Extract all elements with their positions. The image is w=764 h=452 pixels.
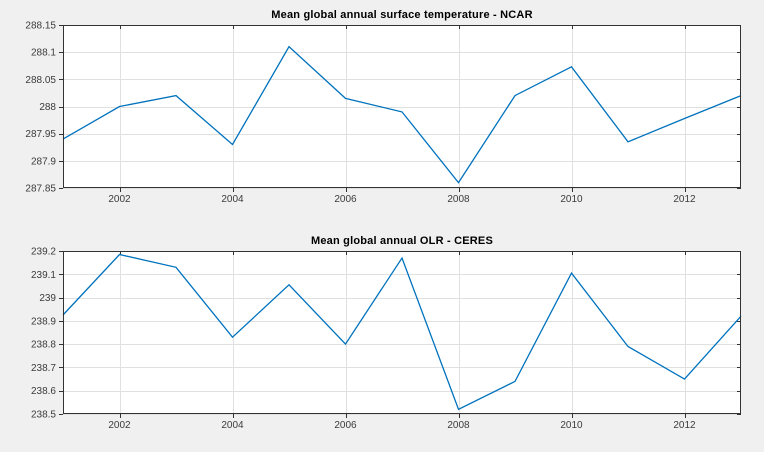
y-tick-label: 288.15 bbox=[25, 21, 56, 32]
x-tick-label: 2004 bbox=[221, 194, 244, 205]
x-tick-label: 2012 bbox=[673, 194, 696, 205]
data-line bbox=[62, 45, 742, 184]
plot-box bbox=[63, 251, 741, 414]
y-tick-label: 287.85 bbox=[25, 184, 56, 195]
x-tick-label: 2002 bbox=[108, 420, 131, 431]
y-tick-label: 238.7 bbox=[31, 363, 56, 374]
plot-area bbox=[63, 25, 741, 188]
x-tick-label: 2008 bbox=[447, 194, 470, 205]
plot-area bbox=[63, 251, 741, 414]
x-tick-label: 2010 bbox=[560, 420, 583, 431]
y-tick-label: 239.2 bbox=[31, 247, 56, 258]
y-tick-label: 287.9 bbox=[31, 156, 56, 167]
y-tick-label: 288 bbox=[39, 102, 56, 113]
y-tick-label: 238.9 bbox=[31, 316, 56, 327]
x-tick-label: 2004 bbox=[221, 420, 244, 431]
x-tick-label: 2008 bbox=[447, 420, 470, 431]
y-tick-label: 238.6 bbox=[31, 386, 56, 397]
plot-box bbox=[63, 25, 741, 188]
data-line bbox=[62, 253, 742, 411]
y-tick-label: 238.5 bbox=[31, 410, 56, 421]
subplot-temperature-ncar: 287.85 287.9 287.95 288 288.05 288.1 288.15 200… bbox=[25, 9, 742, 205]
x-tick-label: 2012 bbox=[673, 420, 696, 431]
y-tick-label: 287.95 bbox=[25, 129, 56, 140]
y-tick-label: 288.1 bbox=[31, 48, 56, 59]
x-tick-label: 2002 bbox=[108, 194, 131, 205]
y-tick-label: 238.8 bbox=[31, 340, 56, 351]
y-tick-label: 239.1 bbox=[31, 270, 56, 281]
y-tick-label: 239 bbox=[39, 293, 56, 304]
temperature-chart-title: Mean global annual surface temperature -… bbox=[271, 9, 533, 21]
y-tick-label: 288.05 bbox=[25, 75, 56, 86]
x-tick-label: 2010 bbox=[560, 194, 583, 205]
x-tick-label: 2006 bbox=[334, 194, 357, 205]
olr-chart-canvas: 238.5 238.6 238.7 238.8 238.9 239 239.1 239.2 20… bbox=[31, 247, 742, 431]
olr-chart-title: Mean global annual OLR - CERES bbox=[310, 235, 494, 247]
x-tick-label: 2006 bbox=[334, 420, 357, 431]
temperature-chart-canvas: 287.85 287.9 287.95 288 288.05 288.1 288.15 200… bbox=[25, 21, 742, 205]
subplot-olr-ceres: 238.5 238.6 238.7 238.8 238.9 239 239.1 239.2 20… bbox=[0, 226, 764, 452]
